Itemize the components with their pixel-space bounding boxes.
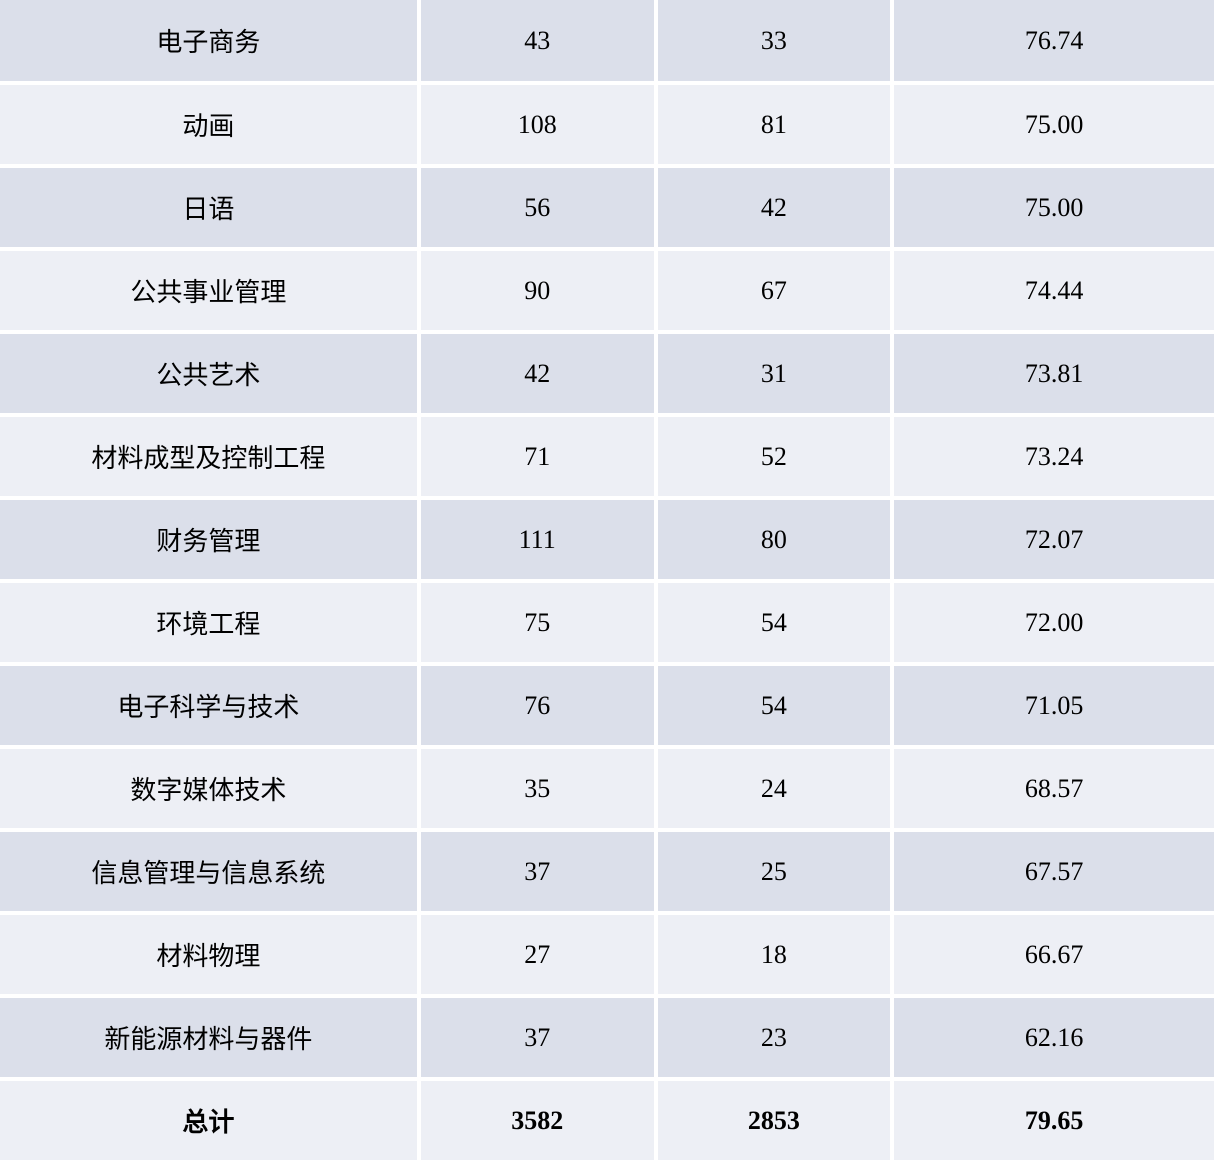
cell-value: 68.57 <box>892 747 1214 830</box>
cell-value: 43 <box>419 0 656 83</box>
cell-value: 23 <box>656 996 893 1079</box>
table-row: 环境工程 75 54 72.00 <box>0 581 1214 664</box>
table-row: 材料成型及控制工程 71 52 73.24 <box>0 415 1214 498</box>
cell-value: 71 <box>419 415 656 498</box>
table-row: 日语 56 42 75.00 <box>0 166 1214 249</box>
cell-label: 财务管理 <box>0 498 419 581</box>
cell-value: 52 <box>656 415 893 498</box>
cell-value: 24 <box>656 747 893 830</box>
cell-value: 18 <box>656 913 893 996</box>
table-row: 财务管理 111 80 72.07 <box>0 498 1214 581</box>
cell-value: 54 <box>656 581 893 664</box>
cell-value: 75.00 <box>892 83 1214 166</box>
cell-value: 72.07 <box>892 498 1214 581</box>
cell-value: 67 <box>656 249 893 332</box>
table-row: 电子商务 43 33 76.74 <box>0 0 1214 83</box>
cell-value: 66.67 <box>892 913 1214 996</box>
table-row: 公共艺术 42 31 73.81 <box>0 332 1214 415</box>
cell-total-value: 2853 <box>656 1079 893 1162</box>
cell-value: 35 <box>419 747 656 830</box>
cell-value: 73.81 <box>892 332 1214 415</box>
cell-value: 54 <box>656 664 893 747</box>
cell-label: 公共艺术 <box>0 332 419 415</box>
cell-value: 42 <box>419 332 656 415</box>
table-row: 公共事业管理 90 67 74.44 <box>0 249 1214 332</box>
data-table: 电子商务 43 33 76.74 动画 108 81 75.00 日语 56 4… <box>0 0 1214 1164</box>
table-row: 信息管理与信息系统 37 25 67.57 <box>0 830 1214 913</box>
cell-label: 材料物理 <box>0 913 419 996</box>
cell-value: 27 <box>419 913 656 996</box>
cell-value: 31 <box>656 332 893 415</box>
cell-total-value: 3582 <box>419 1079 656 1162</box>
cell-value: 37 <box>419 996 656 1079</box>
cell-label: 电子商务 <box>0 0 419 83</box>
cell-value: 75 <box>419 581 656 664</box>
cell-value: 80 <box>656 498 893 581</box>
cell-label: 电子科学与技术 <box>0 664 419 747</box>
table-total-row: 总计 3582 2853 79.65 <box>0 1079 1214 1162</box>
cell-total-value: 79.65 <box>892 1079 1214 1162</box>
cell-value: 37 <box>419 830 656 913</box>
cell-value: 72.00 <box>892 581 1214 664</box>
cell-value: 75.00 <box>892 166 1214 249</box>
cell-value: 74.44 <box>892 249 1214 332</box>
cell-value: 90 <box>419 249 656 332</box>
cell-value: 76 <box>419 664 656 747</box>
cell-value: 56 <box>419 166 656 249</box>
cell-label: 新能源材料与器件 <box>0 996 419 1079</box>
cell-value: 25 <box>656 830 893 913</box>
cell-label: 动画 <box>0 83 419 166</box>
cell-value: 67.57 <box>892 830 1214 913</box>
cell-value: 111 <box>419 498 656 581</box>
cell-label: 材料成型及控制工程 <box>0 415 419 498</box>
table-body: 电子商务 43 33 76.74 动画 108 81 75.00 日语 56 4… <box>0 0 1214 1162</box>
table-row: 材料物理 27 18 66.67 <box>0 913 1214 996</box>
table-row: 动画 108 81 75.00 <box>0 83 1214 166</box>
cell-label: 公共事业管理 <box>0 249 419 332</box>
cell-value: 71.05 <box>892 664 1214 747</box>
cell-value: 81 <box>656 83 893 166</box>
table-row: 数字媒体技术 35 24 68.57 <box>0 747 1214 830</box>
cell-value: 73.24 <box>892 415 1214 498</box>
cell-label: 日语 <box>0 166 419 249</box>
table-row: 新能源材料与器件 37 23 62.16 <box>0 996 1214 1079</box>
cell-label: 环境工程 <box>0 581 419 664</box>
cell-value: 108 <box>419 83 656 166</box>
cell-label: 数字媒体技术 <box>0 747 419 830</box>
cell-value: 42 <box>656 166 893 249</box>
cell-value: 33 <box>656 0 893 83</box>
cell-value: 62.16 <box>892 996 1214 1079</box>
table-row: 电子科学与技术 76 54 71.05 <box>0 664 1214 747</box>
cell-label: 信息管理与信息系统 <box>0 830 419 913</box>
cell-total-label: 总计 <box>0 1079 419 1162</box>
cell-value: 76.74 <box>892 0 1214 83</box>
